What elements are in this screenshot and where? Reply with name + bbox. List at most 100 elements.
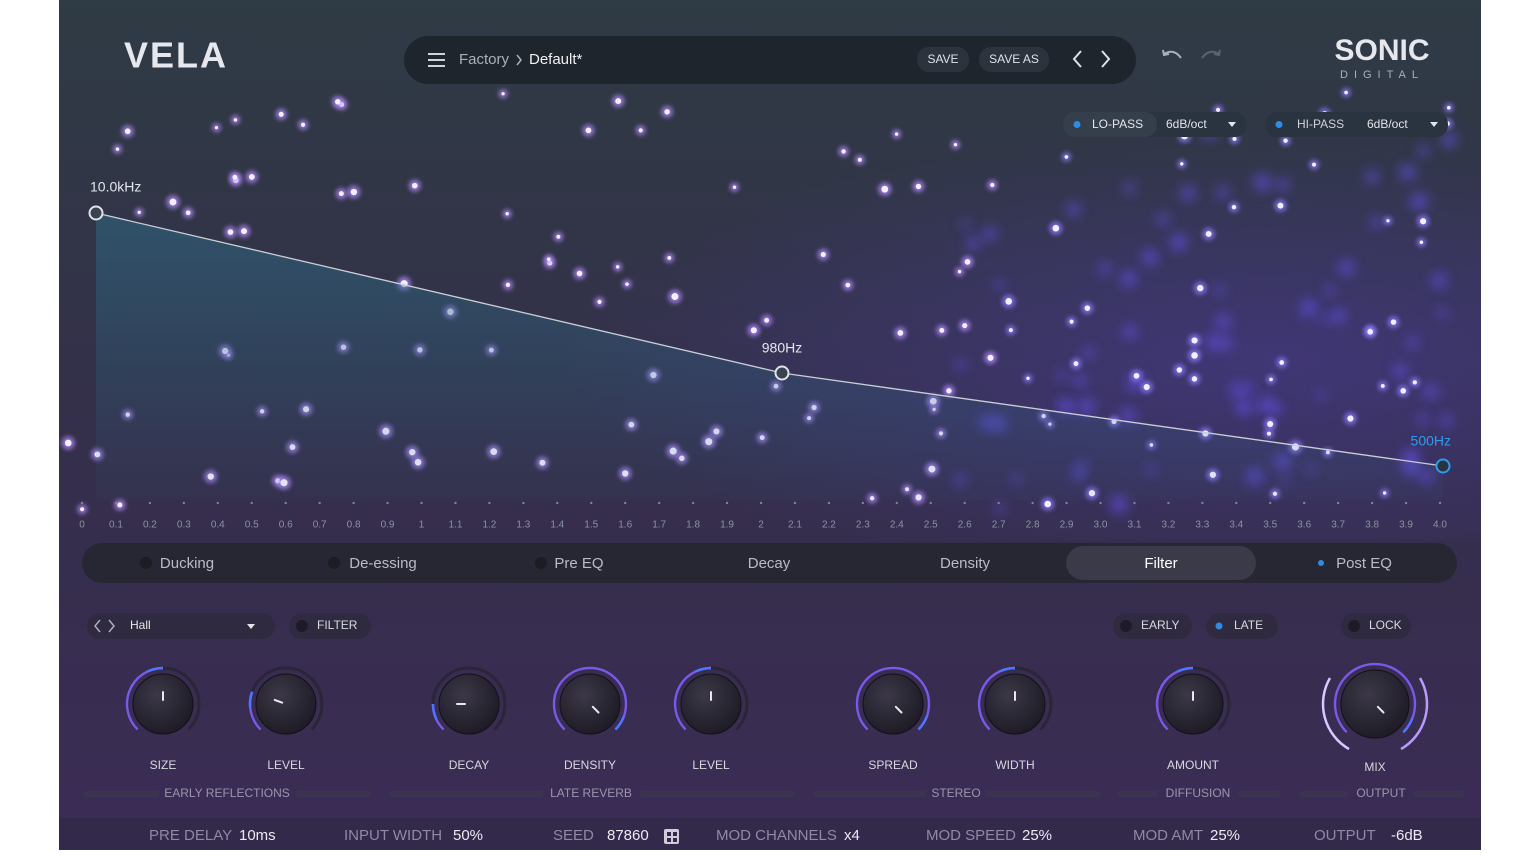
preset-type-dropdown[interactable] [87, 613, 275, 639]
curve-node[interactable] [774, 365, 790, 381]
tab[interactable]: Decay [748, 555, 791, 572]
preset-name[interactable]: Default* [529, 51, 583, 68]
section-label: EARLY REFLECTIONS [164, 786, 290, 800]
axis-label: 1.2 [482, 520, 496, 531]
haze-particle [1276, 178, 1289, 192]
time-axis: 0 0.1 0.2 0.3 0.4 0.5 0.6 0.7 0.8 0.9 1 1.1 1.2 1.3 1.… [79, 501, 1447, 531]
axis-dot [420, 501, 423, 505]
status-label: PRE DELAY [149, 827, 232, 844]
status-value[interactable]: 25% [1022, 827, 1052, 844]
toggle[interactable] [289, 613, 371, 639]
undo[interactable] [1162, 49, 1182, 59]
haze-particle [1214, 285, 1225, 296]
axis-label: 2.7 [992, 520, 1006, 531]
hi-pass-slope[interactable]: 6dB/oct [1367, 117, 1408, 131]
tab[interactable]: Post EQ [1336, 555, 1392, 572]
toggle[interactable] [1206, 613, 1278, 639]
toggle[interactable] [1341, 613, 1411, 639]
axis-dot [1235, 501, 1238, 505]
status-value[interactable]: 87860 [607, 827, 649, 844]
section-line [639, 791, 795, 797]
haze-particle [1120, 270, 1137, 287]
toggle-label[interactable]: LOCK [1369, 618, 1402, 632]
seed-dice[interactable] [664, 829, 679, 844]
knob[interactable] [1340, 669, 1410, 739]
status-value[interactable]: x4 [844, 827, 860, 844]
knob[interactable] [132, 673, 194, 735]
lo-pass-slope[interactable]: 6dB/oct [1166, 117, 1207, 131]
haze-particle [1316, 390, 1326, 400]
save-as-button[interactable] [979, 47, 1049, 72]
particle [1133, 372, 1140, 379]
hi-pass-pill[interactable] [1265, 112, 1448, 137]
knob[interactable] [984, 673, 1046, 735]
toggle-label[interactable]: EARLY [1141, 618, 1179, 632]
tab[interactable]: Ducking [160, 555, 214, 572]
save-button[interactable] [917, 47, 969, 72]
toggle[interactable] [1113, 613, 1192, 639]
knob[interactable] [680, 673, 742, 735]
preset-bank[interactable]: Factory [459, 51, 510, 68]
particle [227, 229, 234, 235]
menu-icon[interactable] [428, 53, 445, 67]
axis-dot [80, 501, 84, 505]
toggle-label[interactable]: FILTER [317, 618, 358, 632]
status-value[interactable]: -6dB [1391, 827, 1423, 844]
tab[interactable]: Pre EQ [554, 555, 603, 572]
knob-value-tip [147, 666, 164, 673]
curve-node[interactable] [1435, 458, 1451, 474]
prev-preset[interactable] [1072, 50, 1082, 68]
axis-label: 3.0 [1094, 520, 1108, 531]
particle [115, 147, 120, 151]
mix-ring [1400, 677, 1429, 751]
axis-dot [963, 501, 966, 505]
knob[interactable] [1162, 673, 1224, 735]
particle [411, 182, 418, 189]
save-label[interactable]: SAVE [927, 52, 958, 66]
knob[interactable] [255, 673, 317, 735]
knob[interactable] [559, 673, 621, 735]
particle [137, 210, 141, 214]
status-label: MOD CHANNELS [716, 827, 837, 844]
particle [1347, 415, 1354, 422]
particle [841, 149, 846, 154]
tab[interactable]: De-essing [349, 555, 417, 572]
dice-pip [667, 838, 671, 842]
lo-pass-toggle[interactable] [1063, 112, 1157, 137]
axis-dot [1336, 501, 1340, 505]
type-arrows[interactable] [94, 619, 115, 633]
axis-label: 3.1 [1127, 520, 1141, 531]
axis-dot [624, 501, 627, 505]
particle [214, 126, 219, 130]
particle [124, 128, 131, 135]
status-value[interactable]: 10ms [239, 827, 276, 844]
particle [1266, 431, 1272, 436]
axis-dot [997, 501, 1000, 505]
haze-particle [1437, 308, 1448, 319]
knob[interactable] [438, 673, 500, 735]
particle [953, 142, 958, 147]
lo-pass-dot [1073, 121, 1081, 128]
toggle-label[interactable]: LATE [1234, 618, 1263, 632]
redo[interactable] [1201, 49, 1221, 59]
status-value[interactable]: 50% [453, 827, 483, 844]
save-as-label[interactable]: SAVE AS [989, 52, 1039, 66]
status-value[interactable]: 25% [1210, 827, 1240, 844]
lo-pass-label[interactable]: LO-PASS [1092, 117, 1143, 131]
tab[interactable]: Density [940, 555, 991, 572]
knob-label: LEVEL [692, 758, 730, 772]
hi-pass-label[interactable]: HI-PASS [1297, 117, 1344, 131]
curve-node[interactable] [88, 205, 104, 221]
axis-label: 0.5 [245, 520, 259, 531]
dice-pip [673, 838, 677, 842]
status-label: OUTPUT [1314, 827, 1376, 844]
section-line [1238, 791, 1281, 797]
preset-type[interactable]: Hall [130, 618, 151, 632]
particle [1412, 380, 1417, 385]
haze-particle [1410, 192, 1428, 211]
axis-label: 1.4 [550, 520, 564, 531]
next-preset[interactable] [1101, 50, 1111, 68]
haze-particle [1441, 131, 1457, 148]
knob[interactable] [862, 673, 924, 735]
tab[interactable]: Filter [1144, 555, 1177, 572]
